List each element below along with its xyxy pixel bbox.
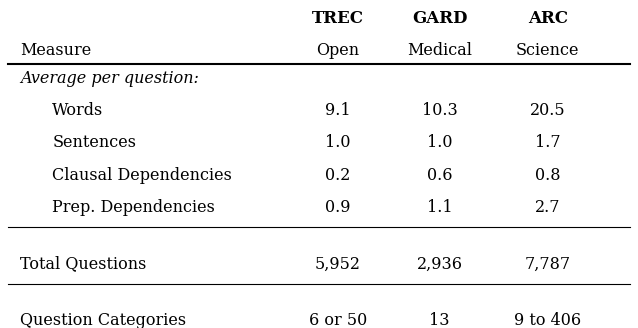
Text: Measure: Measure <box>20 42 92 59</box>
Text: Clausal Dependencies: Clausal Dependencies <box>52 167 232 184</box>
Text: GARD: GARD <box>412 10 468 27</box>
Text: 9.1: 9.1 <box>325 102 351 119</box>
Text: 13: 13 <box>429 312 450 328</box>
Text: Average per question:: Average per question: <box>20 70 199 87</box>
Text: 7,787: 7,787 <box>524 256 571 273</box>
Text: 1.0: 1.0 <box>325 134 351 151</box>
Text: Words: Words <box>52 102 103 119</box>
Text: 6 or 50: 6 or 50 <box>309 312 367 328</box>
Text: Medical: Medical <box>407 42 472 59</box>
Text: Total Questions: Total Questions <box>20 256 147 273</box>
Text: 2.7: 2.7 <box>535 199 560 216</box>
Text: Open: Open <box>316 42 360 59</box>
Text: Science: Science <box>516 42 579 59</box>
Text: Question Categories: Question Categories <box>20 312 186 328</box>
Text: ARC: ARC <box>528 10 568 27</box>
Text: 0.2: 0.2 <box>325 167 351 184</box>
Text: 5,952: 5,952 <box>315 256 361 273</box>
Text: 20.5: 20.5 <box>530 102 565 119</box>
Text: 1.0: 1.0 <box>427 134 452 151</box>
Text: 0.9: 0.9 <box>325 199 351 216</box>
Text: 1.1: 1.1 <box>427 199 452 216</box>
Text: Sentences: Sentences <box>52 134 136 151</box>
Text: 2,936: 2,936 <box>417 256 463 273</box>
Text: 0.8: 0.8 <box>535 167 560 184</box>
Text: Prep. Dependencies: Prep. Dependencies <box>52 199 215 216</box>
Text: 1.7: 1.7 <box>535 134 561 151</box>
Text: TREC: TREC <box>312 10 364 27</box>
Text: 0.6: 0.6 <box>427 167 452 184</box>
Text: 9 to 406: 9 to 406 <box>514 312 581 328</box>
Text: 10.3: 10.3 <box>422 102 457 119</box>
